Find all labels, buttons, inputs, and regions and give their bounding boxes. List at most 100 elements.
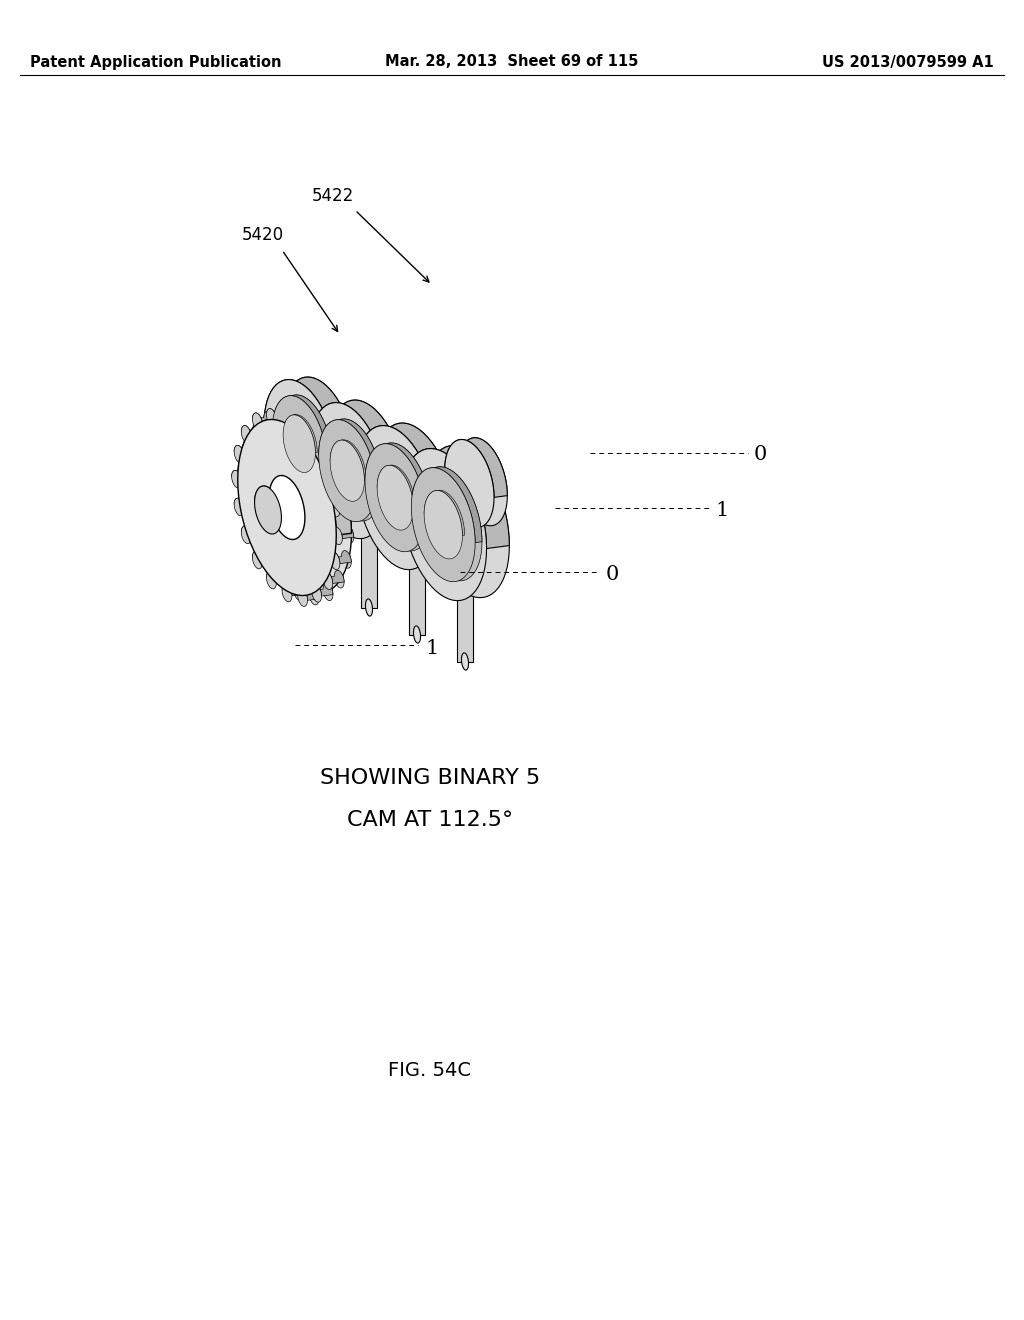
Polygon shape <box>366 599 373 616</box>
Polygon shape <box>386 523 454 541</box>
Polygon shape <box>433 459 453 527</box>
Polygon shape <box>298 587 318 601</box>
Polygon shape <box>318 418 382 487</box>
Polygon shape <box>332 440 367 502</box>
Polygon shape <box>231 470 242 488</box>
Polygon shape <box>253 417 351 594</box>
Polygon shape <box>458 570 473 661</box>
Polygon shape <box>294 412 303 429</box>
Polygon shape <box>329 400 406 536</box>
Polygon shape <box>298 589 307 606</box>
Polygon shape <box>424 490 465 536</box>
Polygon shape <box>309 425 318 442</box>
Polygon shape <box>333 527 342 545</box>
Polygon shape <box>311 585 322 602</box>
Polygon shape <box>234 444 255 457</box>
Polygon shape <box>311 445 333 458</box>
Polygon shape <box>386 450 431 528</box>
Polygon shape <box>264 549 273 568</box>
Polygon shape <box>401 446 509 549</box>
Polygon shape <box>264 380 336 508</box>
Polygon shape <box>453 466 479 527</box>
Polygon shape <box>433 455 479 470</box>
Text: 5420: 5420 <box>242 226 284 244</box>
Polygon shape <box>294 582 303 601</box>
Polygon shape <box>323 471 333 488</box>
Polygon shape <box>238 417 351 535</box>
Polygon shape <box>355 425 436 570</box>
Polygon shape <box>386 457 409 541</box>
Polygon shape <box>444 440 494 528</box>
Polygon shape <box>234 496 255 510</box>
Polygon shape <box>311 583 333 597</box>
Polygon shape <box>361 469 380 536</box>
Polygon shape <box>344 525 353 543</box>
Polygon shape <box>386 450 454 469</box>
Polygon shape <box>278 570 288 587</box>
Polygon shape <box>325 418 382 521</box>
Polygon shape <box>330 550 351 564</box>
Polygon shape <box>253 524 262 543</box>
Polygon shape <box>330 498 351 511</box>
Polygon shape <box>433 512 479 527</box>
Polygon shape <box>253 552 262 569</box>
Polygon shape <box>318 420 376 521</box>
Text: SHOWING BINARY 5: SHOWING BINARY 5 <box>319 768 540 788</box>
Polygon shape <box>272 396 326 492</box>
Polygon shape <box>309 587 318 605</box>
Polygon shape <box>242 525 251 544</box>
Polygon shape <box>330 552 340 570</box>
Text: 0: 0 <box>605 565 618 583</box>
Polygon shape <box>341 550 351 568</box>
Polygon shape <box>401 449 486 601</box>
Polygon shape <box>242 524 262 537</box>
Polygon shape <box>375 422 456 568</box>
Polygon shape <box>361 521 407 536</box>
Polygon shape <box>283 414 317 453</box>
Text: CAM AT 112.5°: CAM AT 112.5° <box>347 810 513 830</box>
Polygon shape <box>278 407 288 425</box>
Polygon shape <box>424 446 509 598</box>
Polygon shape <box>253 549 273 562</box>
Polygon shape <box>272 395 332 459</box>
Polygon shape <box>234 445 244 463</box>
Polygon shape <box>285 414 317 473</box>
Polygon shape <box>365 444 426 552</box>
Polygon shape <box>253 424 262 442</box>
Polygon shape <box>310 400 406 492</box>
Polygon shape <box>310 403 386 539</box>
Polygon shape <box>323 470 344 483</box>
Polygon shape <box>246 444 255 462</box>
Polygon shape <box>365 444 431 515</box>
Polygon shape <box>298 426 307 444</box>
Polygon shape <box>253 412 273 425</box>
Polygon shape <box>323 570 344 583</box>
Polygon shape <box>330 499 340 517</box>
Polygon shape <box>298 425 318 438</box>
Polygon shape <box>313 490 329 581</box>
Polygon shape <box>324 445 333 462</box>
Polygon shape <box>444 438 507 498</box>
Polygon shape <box>418 467 482 581</box>
Polygon shape <box>330 440 367 480</box>
Polygon shape <box>377 465 416 508</box>
Polygon shape <box>279 395 332 491</box>
Polygon shape <box>266 409 276 426</box>
Text: FIG. 54C: FIG. 54C <box>388 1060 471 1080</box>
Polygon shape <box>361 465 407 479</box>
Polygon shape <box>317 572 325 589</box>
Polygon shape <box>330 440 365 502</box>
Polygon shape <box>409 463 454 541</box>
Polygon shape <box>371 444 431 550</box>
Polygon shape <box>341 498 351 515</box>
Polygon shape <box>324 583 333 601</box>
Polygon shape <box>283 414 315 473</box>
Polygon shape <box>377 465 414 531</box>
Polygon shape <box>355 422 456 520</box>
Polygon shape <box>264 378 355 463</box>
Polygon shape <box>255 483 300 517</box>
Polygon shape <box>284 378 355 506</box>
Polygon shape <box>361 516 377 607</box>
Polygon shape <box>379 465 416 529</box>
Polygon shape <box>246 496 255 515</box>
